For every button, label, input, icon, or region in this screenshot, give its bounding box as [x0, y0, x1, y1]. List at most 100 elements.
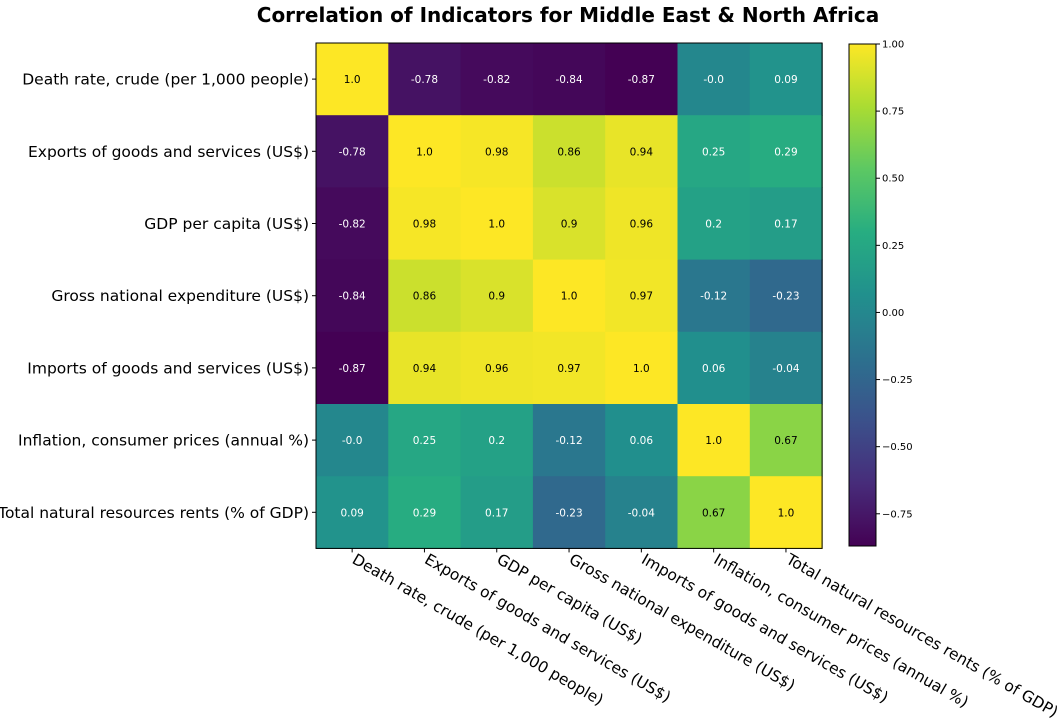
- heatmap-cell: [388, 43, 462, 116]
- colorbar-tick-label: −0.50: [882, 442, 913, 453]
- heatmap-cell: [388, 476, 462, 549]
- cell-value-label: -0.78: [339, 146, 366, 158]
- colorbar-tick-label: −0.25: [882, 375, 913, 386]
- cell-value-label: 1.0: [561, 291, 578, 303]
- cell-value-label: -0.0: [703, 74, 724, 86]
- heatmap-cell: [460, 404, 534, 477]
- heatmap-cell: [316, 187, 389, 261]
- cell-value-label: -0.12: [555, 435, 582, 447]
- cell-value-label: 0.96: [485, 363, 509, 375]
- heatmap-cell: [532, 476, 606, 549]
- heatmap-cell: [532, 43, 606, 116]
- heatmap-cell: [316, 476, 389, 549]
- heatmap-cell: [316, 259, 389, 333]
- heatmap-cell: [677, 404, 751, 477]
- cell-value-label: -0.0: [342, 435, 363, 447]
- cell-value-label: 0.86: [413, 291, 437, 303]
- cell-value-label: 0.2: [488, 435, 505, 447]
- heatmap-cell: [460, 331, 534, 405]
- heatmap-cell: [677, 331, 751, 405]
- heatmap-cell: [605, 187, 679, 261]
- cell-value-label: 0.09: [774, 74, 797, 86]
- cell-value-label: -0.82: [483, 74, 510, 86]
- heatmap-cell: [605, 43, 679, 116]
- cell-value-label: 0.9: [488, 291, 505, 303]
- cell-value-label: 0.29: [774, 146, 797, 158]
- heatmap-cell: [388, 259, 462, 333]
- cell-value-label: 0.09: [340, 507, 363, 519]
- heatmap-cell: [460, 259, 534, 333]
- y-tick-label: Total natural resources rents (% of GDP): [0, 504, 309, 522]
- row-labels: Death rate, crude (per 1,000 people) Expo…: [0, 71, 316, 522]
- cell-value-label: 0.9: [561, 219, 578, 231]
- cell-value-label: 0.29: [413, 507, 436, 519]
- cell-value-label: -0.82: [339, 219, 366, 231]
- chart-title: Correlation of Indicators for Middle Eas…: [257, 3, 879, 27]
- cell-value-label: -0.87: [339, 363, 366, 375]
- cell-value-label: -0.78: [411, 74, 438, 86]
- y-tick-label: GDP per capita (US$): [144, 215, 309, 233]
- cell-value-label: 0.25: [413, 435, 436, 447]
- cell-value-label: 0.98: [485, 146, 508, 158]
- heatmap-cell: [388, 404, 462, 477]
- heatmap-cell: [316, 404, 389, 477]
- heatmap-cell: [749, 476, 823, 549]
- cell-value-label: 0.67: [774, 435, 797, 447]
- cell-value-label: 0.06: [702, 363, 726, 375]
- colorbar-tick-label: −0.75: [882, 509, 913, 520]
- colorbar-tick-label: 0.75: [882, 107, 904, 118]
- heatmap-cell: [749, 259, 823, 333]
- y-tick-label: Exports of goods and services (US$): [28, 143, 309, 161]
- heatmap-cell: [677, 187, 751, 261]
- cell-value-label: 0.25: [702, 146, 725, 158]
- cell-value-label: -0.84: [555, 74, 582, 86]
- heatmap-cell: [749, 404, 823, 477]
- heatmap-cell: [460, 476, 534, 549]
- cell-value-label: 0.06: [630, 435, 654, 447]
- heatmap-cell: [532, 259, 606, 333]
- heatmap-cell: [460, 187, 534, 261]
- heatmap-cell: [532, 187, 606, 261]
- heatmap-cell: [460, 115, 534, 188]
- cell-value-label: 0.17: [485, 507, 508, 519]
- colorbar-tick-label: 0.50: [882, 174, 904, 185]
- heatmap-cell: [677, 115, 751, 188]
- heatmap-cell: [316, 43, 389, 116]
- col-labels: Death rate, crude (per 1,000 people)Expo…: [349, 548, 1061, 721]
- heatmap-cell: [316, 331, 389, 405]
- heatmap-cell: [605, 404, 679, 477]
- cell-value-label: -0.12: [700, 291, 727, 303]
- heatmap-cell: [677, 476, 751, 549]
- cell-value-label: -0.04: [772, 363, 799, 375]
- heatmap-cell: [677, 43, 751, 116]
- colorbar-tick-label: 0.00: [882, 308, 904, 319]
- heatmap-cell: [605, 331, 679, 405]
- cell-value-label: -0.23: [555, 507, 582, 519]
- cell-value-label: 0.67: [702, 507, 725, 519]
- heatmap-cell: [677, 259, 751, 333]
- cell-value-label: 1.0: [488, 219, 505, 231]
- heatmap-cell: [388, 331, 462, 405]
- cell-value-label: 0.98: [413, 219, 436, 231]
- colorbar-tick-label: 0.25: [882, 241, 904, 252]
- y-tick-label: Imports of goods and services (US$): [27, 359, 309, 377]
- cell-value-label: -0.84: [339, 291, 366, 303]
- colorbar: 1.00 0.75 0.50 0.25 0.00 −0.25 −0.50 −0.75: [848, 40, 913, 547]
- heatmap-cell: [316, 115, 389, 188]
- cell-value-label: 0.97: [630, 291, 653, 303]
- heatmap-cell: [605, 259, 679, 333]
- cell-value-label: 1.0: [705, 435, 722, 447]
- cell-value-label: 1.0: [633, 363, 650, 375]
- cell-value-label: 0.2: [705, 219, 722, 231]
- heatmap-cell: [388, 187, 462, 261]
- cell-value-label: -0.87: [628, 74, 655, 86]
- cell-value-label: 0.97: [557, 363, 580, 375]
- colorbar-tick-label: 1.00: [882, 40, 904, 51]
- cell-value-label: 0.96: [630, 219, 654, 231]
- heatmap-cell: [532, 331, 606, 405]
- cell-value-label: 0.94: [413, 363, 437, 375]
- heatmap-cell: [749, 115, 823, 188]
- colorbar-gradient: [848, 43, 877, 547]
- heatmap-cell: [749, 43, 823, 116]
